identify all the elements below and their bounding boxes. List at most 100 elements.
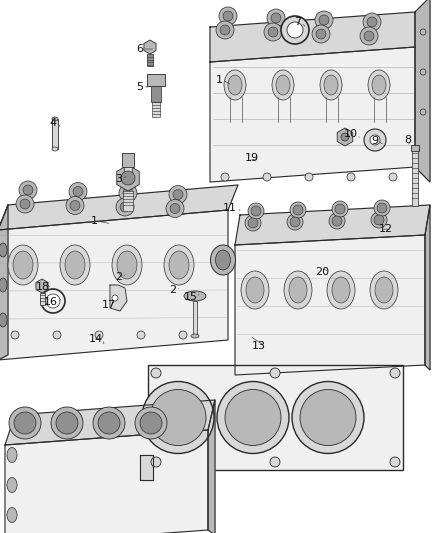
Text: 15: 15 [184,293,198,302]
Ellipse shape [65,251,85,279]
Circle shape [169,185,187,204]
Circle shape [150,390,206,446]
Ellipse shape [320,70,342,100]
Text: 10: 10 [343,130,357,139]
Circle shape [374,200,390,216]
Circle shape [166,199,184,217]
Text: 16: 16 [43,297,57,307]
Circle shape [335,204,345,214]
Circle shape [223,11,233,21]
Circle shape [332,201,348,217]
Ellipse shape [246,277,264,303]
Ellipse shape [52,147,58,151]
Ellipse shape [8,245,38,285]
Ellipse shape [241,271,269,309]
Ellipse shape [224,70,246,100]
Text: 12: 12 [378,224,392,234]
Circle shape [364,31,374,41]
Circle shape [329,213,345,229]
Ellipse shape [324,75,338,95]
Text: 6: 6 [136,44,143,54]
Ellipse shape [272,70,294,100]
Ellipse shape [13,251,33,279]
Circle shape [116,198,134,216]
Circle shape [170,204,180,214]
Circle shape [281,16,309,44]
Polygon shape [210,12,415,62]
Circle shape [420,69,426,75]
Ellipse shape [215,250,230,270]
Ellipse shape [211,245,236,275]
Circle shape [66,197,84,214]
Circle shape [300,390,356,446]
Circle shape [69,182,87,200]
Text: 7: 7 [294,18,301,27]
Circle shape [16,195,34,213]
Bar [411,145,419,151]
Text: 1: 1 [91,216,98,226]
Circle shape [112,295,118,301]
Circle shape [305,173,313,181]
Circle shape [142,382,214,454]
Bar [147,74,165,86]
Circle shape [179,331,187,339]
Circle shape [270,368,280,378]
Circle shape [220,25,230,35]
Circle shape [151,457,161,467]
Ellipse shape [0,278,7,292]
Circle shape [219,7,237,25]
Text: 9: 9 [371,136,378,146]
Circle shape [135,407,167,439]
Ellipse shape [7,448,17,463]
Circle shape [11,331,19,339]
Circle shape [287,22,303,38]
Circle shape [347,173,355,181]
Ellipse shape [0,243,7,257]
Polygon shape [0,210,228,360]
Polygon shape [235,235,425,375]
Circle shape [137,331,145,339]
Circle shape [51,407,83,439]
Ellipse shape [327,271,355,309]
Ellipse shape [289,277,307,303]
Text: 19: 19 [245,154,259,163]
Circle shape [316,29,326,39]
Circle shape [319,15,329,25]
Circle shape [390,368,400,378]
Circle shape [140,412,162,434]
Circle shape [268,27,278,37]
Ellipse shape [370,271,398,309]
Circle shape [251,206,261,216]
Polygon shape [110,285,127,311]
Circle shape [263,173,271,181]
Circle shape [221,173,229,181]
Bar [152,102,160,117]
Bar [147,54,153,66]
Circle shape [73,187,83,197]
Circle shape [119,184,137,202]
Circle shape [95,331,103,339]
Ellipse shape [0,313,7,327]
Polygon shape [5,430,208,533]
Circle shape [9,407,41,439]
Circle shape [98,412,120,434]
Bar [151,86,161,102]
Text: 1: 1 [215,75,223,85]
Text: 5: 5 [136,82,143,92]
Polygon shape [5,400,215,445]
Bar [52,119,58,149]
Ellipse shape [284,271,312,309]
Polygon shape [140,455,153,480]
Ellipse shape [375,277,393,303]
Text: 2: 2 [170,286,177,295]
Circle shape [217,382,289,454]
Ellipse shape [368,70,390,100]
Ellipse shape [164,245,194,285]
Circle shape [93,407,125,439]
Text: 8: 8 [404,135,411,145]
Circle shape [315,11,333,29]
Circle shape [377,203,387,213]
Polygon shape [235,205,430,245]
Polygon shape [210,47,415,182]
Text: 11: 11 [223,203,237,213]
